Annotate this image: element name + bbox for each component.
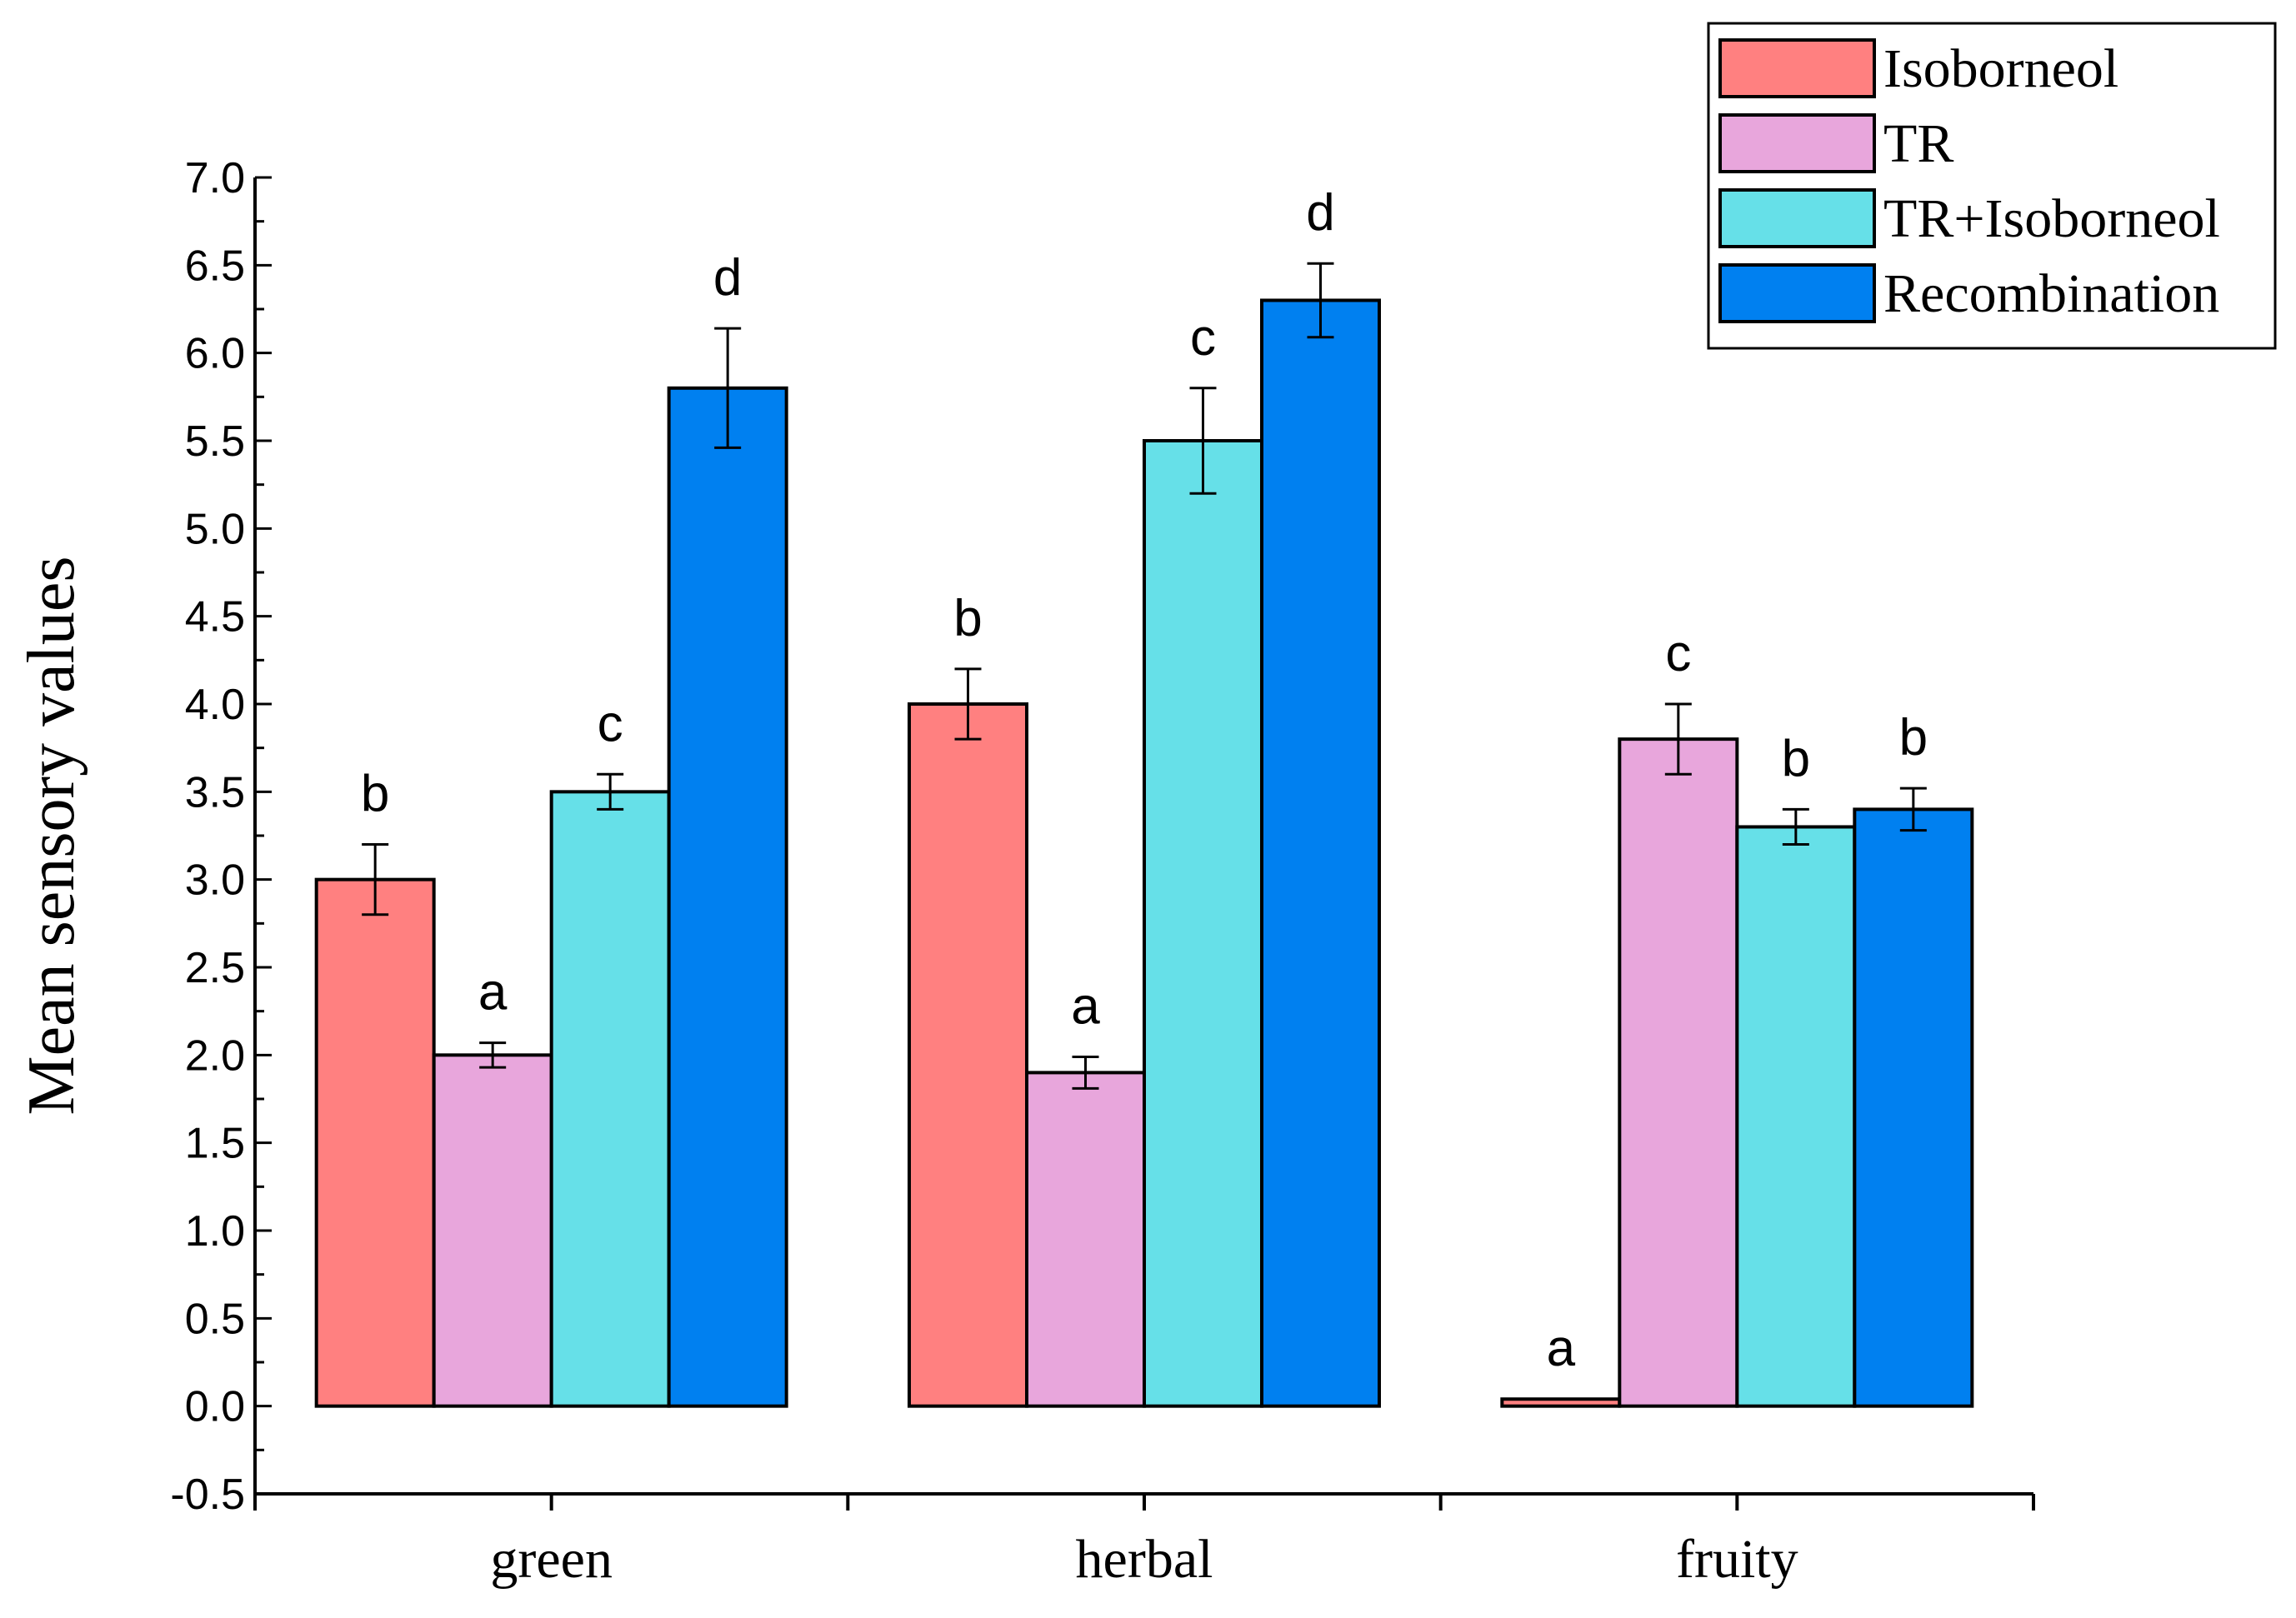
bar-recombination (1853, 807, 1974, 1408)
y-tick-label: 0.0 (185, 1383, 245, 1431)
significance-letter: c (1665, 625, 1691, 682)
bar-isoborneol (314, 877, 436, 1408)
legend-swatch (1718, 263, 1876, 323)
x-category-label: green (490, 1529, 613, 1590)
legend: Isoborneol TR TR+Isoborneol Recombination (1707, 22, 2277, 350)
significance-letter: a (1547, 1320, 1576, 1377)
y-tick-label: 6.5 (185, 242, 245, 290)
significance-letter: d (713, 249, 742, 307)
significance-letter: c (1190, 309, 1216, 367)
y-tick-label: 2.5 (185, 944, 245, 992)
bars-group (314, 262, 1974, 1408)
y-tick-label: 1.5 (185, 1120, 245, 1168)
y-tick-label: 0.5 (185, 1295, 245, 1343)
y-tick-label: 3.0 (185, 856, 245, 905)
legend-label: Recombination (1883, 263, 2219, 324)
bar-recombination (667, 386, 788, 1408)
labels-group: b b a a a c c c b d d b (361, 184, 1928, 1377)
axes: 7.0 6.5 6.0 5.5 5.0 4.5 4.0 3.5 3.0 2.5 2.0 1.5 1.0 0… (15, 154, 2035, 1590)
bar-tr (1618, 737, 1739, 1408)
y-tick-label: -0.5 (170, 1471, 245, 1519)
legend-label: TR+Isoborneol (1883, 188, 2220, 249)
bar-tr-isoborneol (1143, 439, 1263, 1408)
legend-swatch (1718, 188, 1876, 248)
y-tick-label: 7.0 (185, 154, 245, 202)
bar-isoborneol (1500, 1397, 1622, 1408)
y-tick-label: 1.0 (185, 1207, 245, 1256)
significance-letter: b (953, 590, 982, 647)
x-category-label: herbal (1076, 1529, 1213, 1590)
y-tick-label: 2.0 (185, 1031, 245, 1080)
legend-swatch (1718, 113, 1876, 173)
legend-swatch (1718, 38, 1876, 98)
bar-tr (432, 1053, 553, 1408)
y-tick-label: 6.0 (185, 330, 245, 378)
significance-letter: b (1782, 730, 1810, 787)
legend-label: TR (1883, 113, 1953, 174)
y-tick-label: 3.5 (185, 768, 245, 816)
bar-recombination (1260, 298, 1381, 1408)
significance-letter: b (1899, 709, 1928, 767)
y-tick-label: 4.5 (185, 593, 245, 642)
bar-tr (1025, 1071, 1146, 1408)
bar-isoborneol (908, 702, 1028, 1408)
legend-label: Isoborneol (1883, 38, 2118, 99)
bar-tr-isoborneol (549, 790, 671, 1408)
significance-letter: d (1306, 184, 1334, 242)
y-axis-label: Mean sensory values (15, 557, 88, 1116)
y-tick-label: 4.0 (185, 681, 245, 729)
significance-letter: b (361, 766, 389, 823)
significance-letter: a (1071, 977, 1100, 1035)
y-tick-label: 5.0 (185, 505, 245, 553)
y-tick-label: 5.5 (185, 417, 245, 466)
significance-letter: c (598, 695, 623, 752)
x-category-label: fruity (1676, 1529, 1798, 1590)
significance-letter: a (478, 964, 508, 1021)
bar-tr-isoborneol (1735, 825, 1857, 1408)
